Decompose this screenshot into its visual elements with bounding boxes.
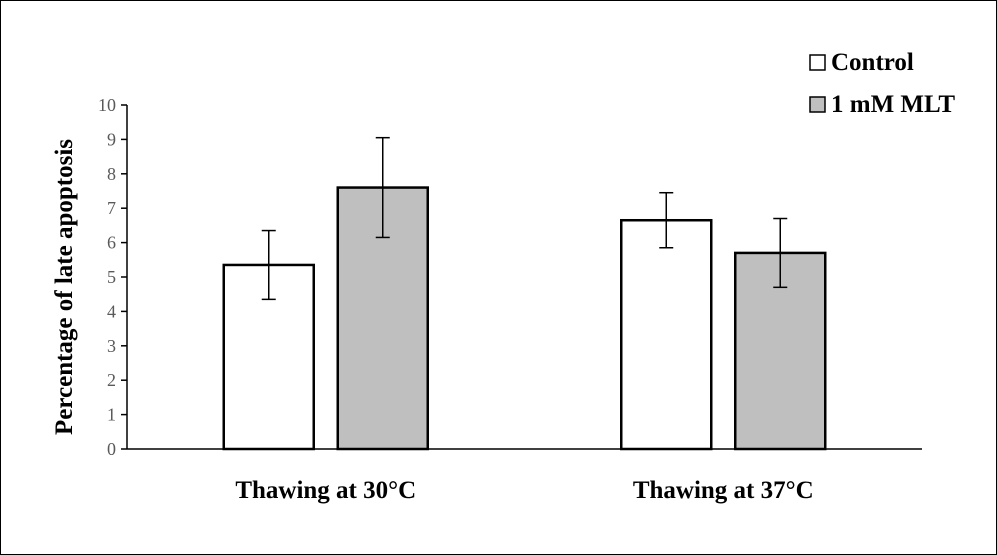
legend-label: Control bbox=[831, 49, 914, 76]
y-tick-label: 4 bbox=[107, 301, 116, 321]
y-tick-label: 2 bbox=[107, 370, 116, 390]
legend: Control 1 mM MLT bbox=[809, 49, 955, 118]
y-tick-label: 7 bbox=[107, 198, 116, 218]
bar bbox=[620, 218, 713, 451]
y-tick-label: 10 bbox=[98, 95, 116, 115]
legend-swatch bbox=[809, 96, 826, 113]
y-axis-label: Percentage of late apoptosis bbox=[51, 139, 78, 435]
y-tick-label: 1 bbox=[107, 405, 116, 425]
y-axis-ticks: 0 1 2 3 4 5 6 7 8 9 10 bbox=[98, 95, 127, 459]
error-bars-group bbox=[261, 136, 788, 301]
x-axis-categories: Thawing at 30°C Thawing at 37°C bbox=[235, 477, 813, 504]
y-tick-label: 3 bbox=[107, 336, 116, 356]
x-category-label: Thawing at 37°C bbox=[633, 477, 814, 504]
legend-label: 1 mM MLT bbox=[831, 91, 955, 118]
y-tick-label: 6 bbox=[107, 233, 116, 253]
y-tick-label: 8 bbox=[107, 164, 116, 184]
y-tick-label: 9 bbox=[107, 129, 116, 149]
legend-swatch bbox=[809, 54, 826, 71]
x-category-label: Thawing at 30°C bbox=[235, 477, 416, 504]
y-tick-label: 5 bbox=[107, 267, 116, 287]
y-tick-label: 0 bbox=[107, 439, 116, 459]
